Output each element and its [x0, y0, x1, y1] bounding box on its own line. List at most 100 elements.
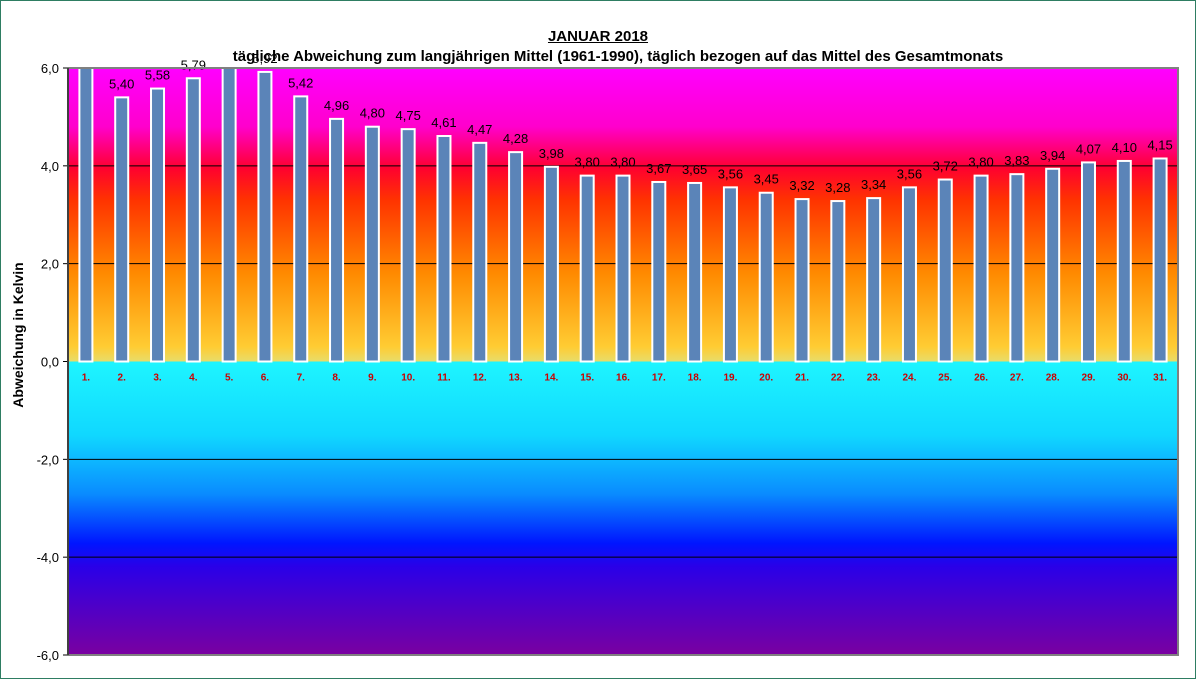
bar	[185, 77, 201, 363]
data-label: 3,83	[1004, 153, 1029, 168]
x-category-label: 6.	[261, 373, 270, 384]
bar	[1009, 173, 1025, 363]
data-labels: 5,40 5,58 5,79 5,92 5,42 4,96 4,80 4,75 4,61 4,47…	[109, 51, 1173, 195]
y-tick-label: 2,0	[41, 257, 59, 272]
bar	[543, 165, 559, 363]
bar	[508, 151, 524, 363]
y-tick-label: -4,0	[37, 550, 59, 565]
data-label: 3,72	[933, 159, 958, 174]
x-category-label: 23.	[867, 373, 881, 384]
bar	[114, 96, 130, 363]
data-label: 4,96	[324, 98, 349, 113]
bar	[794, 198, 810, 363]
x-category-label: 22.	[831, 373, 845, 384]
data-label: 5,79	[181, 57, 206, 72]
x-category-label: 9.	[368, 373, 377, 384]
data-label: 3,67	[646, 161, 671, 176]
data-label: 3,94	[1040, 148, 1065, 163]
x-category-label: 27.	[1010, 373, 1024, 384]
bar	[1080, 161, 1096, 363]
x-category-label: 13.	[509, 373, 523, 384]
data-label: 3,80	[610, 155, 635, 170]
data-label: 3,34	[861, 177, 886, 192]
axes	[67, 67, 1179, 656]
data-label: 3,32	[789, 178, 814, 193]
data-label: 4,28	[503, 131, 528, 146]
x-category-label: 5.	[225, 373, 234, 384]
data-label: 3,56	[897, 166, 922, 181]
bar	[293, 95, 309, 363]
x-category-label: 2.	[118, 373, 127, 384]
x-category-label: 30.	[1117, 373, 1131, 384]
data-label: 4,80	[360, 106, 385, 121]
data-label: 3,98	[539, 146, 564, 161]
bar	[472, 141, 488, 363]
x-category-label: 4.	[189, 373, 198, 384]
bar	[937, 178, 953, 363]
bar	[973, 174, 989, 363]
bar	[1045, 167, 1061, 363]
x-category-label: 12.	[473, 373, 487, 384]
plot-background	[68, 68, 1178, 655]
bar	[615, 174, 631, 363]
bar	[758, 191, 774, 363]
bar	[901, 186, 917, 363]
bar	[651, 180, 667, 363]
data-label: 3,56	[718, 166, 743, 181]
negative-band	[68, 361, 1178, 655]
x-category-label: 14.	[544, 373, 558, 384]
x-category-label: 19.	[723, 373, 737, 384]
chart-title: JANUAR 2018	[547, 28, 649, 45]
bar	[221, 65, 237, 363]
bar	[579, 174, 595, 363]
bar	[364, 125, 380, 363]
bar	[329, 117, 345, 363]
y-tick-label: 0,0	[41, 355, 59, 370]
bar	[257, 70, 273, 363]
x-category-label: 29.	[1082, 373, 1096, 384]
x-category-label: 20.	[759, 373, 773, 384]
x-category-label: 8.	[332, 373, 341, 384]
y-tick-label: 4,0	[41, 159, 59, 174]
x-category-label: 25.	[938, 373, 952, 384]
bar	[1152, 157, 1168, 363]
x-category-label: 10.	[401, 373, 415, 384]
data-label: 5,58	[145, 68, 170, 83]
data-label: 4,10	[1112, 140, 1137, 155]
x-category-labels: 1. 2. 3. 4. 5. 6. 7. 8. 9. 10. 11. 12. 13. 14. 15. 16. 1…	[82, 373, 1168, 384]
x-category-label: 3.	[153, 373, 162, 384]
data-label: 5,40	[109, 76, 134, 91]
x-category-label: 7.	[297, 373, 306, 384]
bars	[78, 65, 1168, 363]
bar	[150, 87, 166, 363]
bar	[1116, 159, 1132, 363]
y-tick-label: -2,0	[37, 452, 59, 467]
x-category-label: 1.	[82, 373, 91, 384]
bar	[866, 197, 882, 363]
bar	[400, 128, 416, 363]
data-label: 4,15	[1147, 137, 1172, 152]
x-category-label: 26.	[974, 373, 988, 384]
x-category-label: 11.	[437, 373, 451, 384]
data-label: 4,07	[1076, 141, 1101, 156]
x-category-label: 18.	[688, 373, 702, 384]
x-category-label: 15.	[580, 373, 594, 384]
x-category-label: 17.	[652, 373, 666, 384]
data-label: 3,45	[754, 172, 779, 187]
data-label: 3,28	[825, 180, 850, 195]
y-tick-labels: 6,0 4,0 2,0 0,0 -2,0 -4,0 -6,0	[37, 61, 68, 663]
data-label: 5,42	[288, 75, 313, 90]
bar	[78, 65, 94, 363]
y-tick-label: -6,0	[37, 648, 59, 663]
data-label: 4,61	[431, 115, 456, 130]
x-category-label: 24.	[902, 373, 916, 384]
data-label: 3,80	[575, 155, 600, 170]
bar	[722, 186, 738, 363]
data-label: 3,65	[682, 162, 707, 177]
x-category-label: 21.	[795, 373, 809, 384]
x-category-label: 31.	[1153, 373, 1167, 384]
data-label: 3,80	[968, 155, 993, 170]
x-category-label: 28.	[1046, 373, 1060, 384]
gridlines	[68, 165, 1178, 558]
